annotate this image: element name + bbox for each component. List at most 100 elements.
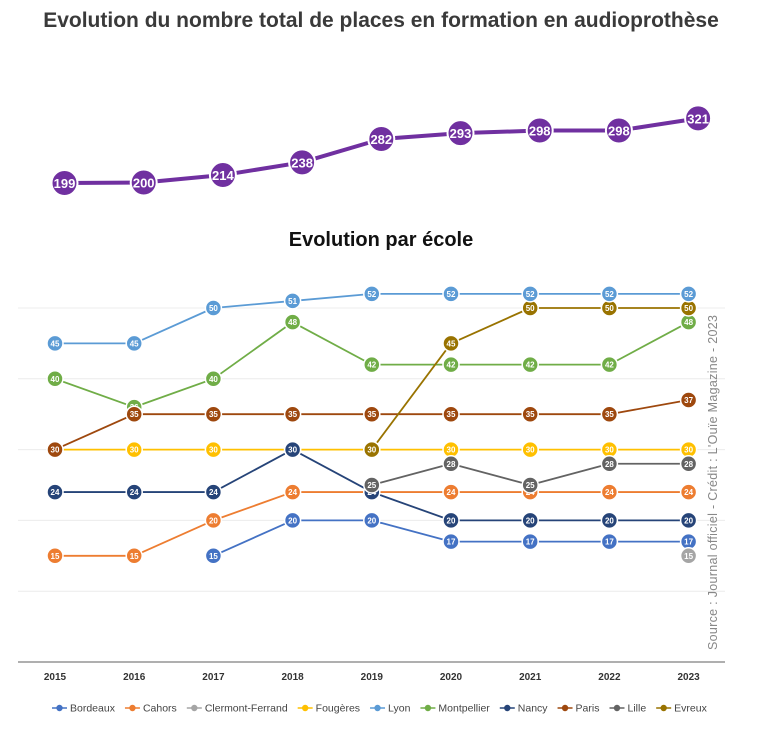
data-point <box>283 483 302 501</box>
x-tick-label: 2017 <box>202 672 225 683</box>
data-point <box>283 292 302 310</box>
legend-swatch-dot <box>301 704 309 712</box>
data-point <box>204 370 223 388</box>
x-tick-label: 2015 <box>44 672 67 683</box>
data-point <box>283 511 302 530</box>
data-point <box>521 405 539 423</box>
data-label: 20 <box>684 516 693 525</box>
x-tick-label: 2016 <box>123 672 146 683</box>
data-point <box>125 334 143 353</box>
data-label: 52 <box>684 290 693 299</box>
data-point <box>204 511 223 530</box>
data-label: 20 <box>209 516 218 525</box>
data-point <box>521 511 539 530</box>
data-label: 35 <box>367 410 376 419</box>
legend-swatch-dot <box>561 704 569 712</box>
data-point <box>442 285 460 303</box>
total-point-label: 200 <box>133 175 155 190</box>
legend-label: Fougères <box>316 703 360 715</box>
data-point <box>283 405 302 423</box>
data-label: 48 <box>288 318 297 327</box>
total-point <box>129 168 158 197</box>
data-point <box>363 476 381 494</box>
data-label: 50 <box>209 304 218 313</box>
data-point <box>600 455 619 473</box>
legend-swatch-dot <box>424 704 432 712</box>
legend-swatch-dot <box>504 704 511 712</box>
data-point <box>363 440 381 459</box>
data-point <box>442 355 460 374</box>
data-label: 42 <box>447 361 456 370</box>
data-label: 24 <box>130 488 139 497</box>
data-label: 30 <box>288 446 297 455</box>
data-label: 35 <box>130 410 139 419</box>
data-point <box>442 455 460 473</box>
legend-label: Nancy <box>518 703 549 715</box>
data-point <box>363 405 381 423</box>
data-point <box>679 391 698 409</box>
data-label: 45 <box>130 339 139 348</box>
data-label: 30 <box>51 446 60 455</box>
data-label: 24 <box>51 488 60 497</box>
data-point <box>363 355 381 374</box>
legend-swatch-dot <box>56 704 63 712</box>
source-note: Source : Journal officiel - Crédit : L'O… <box>706 314 720 650</box>
data-label: 52 <box>367 290 376 299</box>
data-label: 25 <box>367 481 376 490</box>
data-label: 30 <box>447 446 456 455</box>
data-point <box>600 532 619 551</box>
data-label: 30 <box>684 446 693 455</box>
data-label: 17 <box>684 538 693 547</box>
legend-label: Paris <box>576 703 600 715</box>
legend-label: Cahors <box>143 703 177 715</box>
data-label: 24 <box>605 488 614 497</box>
legend-label: Bordeaux <box>70 703 116 715</box>
total-point-label: 238 <box>291 155 313 170</box>
total-point <box>684 104 713 133</box>
data-label: 30 <box>526 446 535 455</box>
data-point <box>442 511 460 530</box>
data-label: 40 <box>209 375 218 384</box>
legend-label: Montpellier <box>438 703 490 715</box>
data-label: 37 <box>684 396 693 405</box>
data-label: 20 <box>605 516 614 525</box>
data-point <box>204 405 223 423</box>
data-point <box>600 511 619 530</box>
total-point <box>208 161 237 190</box>
data-label: 35 <box>288 410 297 419</box>
data-label: 17 <box>526 538 535 547</box>
data-label: 30 <box>605 446 614 455</box>
data-point <box>283 440 302 459</box>
x-axis: 2015 2016 2017 2018 2019 2020 2021 2022 2023 <box>18 661 725 683</box>
total-point-label: 199 <box>54 176 76 191</box>
data-point <box>521 285 539 303</box>
data-point <box>600 483 619 501</box>
legend-label: Lyon <box>388 703 411 715</box>
total-point-label: 214 <box>212 168 234 183</box>
data-point <box>46 370 64 388</box>
data-label: 45 <box>51 339 60 348</box>
school-points: 15 20 20 17 17 17 17 15 15 20 24 24 24 24 24 24 15 30 30 30… <box>46 285 698 565</box>
data-point <box>679 547 698 565</box>
data-point <box>442 532 460 551</box>
data-label: 15 <box>209 552 218 561</box>
data-label: 15 <box>684 552 693 561</box>
total-point-label: 282 <box>370 132 392 147</box>
total-point <box>367 125 396 154</box>
data-point <box>600 405 619 423</box>
data-point <box>442 334 460 353</box>
total-point <box>50 169 79 197</box>
data-label: 42 <box>367 361 376 370</box>
data-label: 28 <box>447 460 456 469</box>
data-label: 50 <box>684 304 693 313</box>
data-point <box>204 483 223 501</box>
total-point <box>604 116 633 145</box>
data-point <box>204 440 223 459</box>
data-point <box>363 285 381 303</box>
data-label: 28 <box>605 460 614 469</box>
total-point-label: 321 <box>687 111 709 126</box>
data-point <box>679 285 698 303</box>
total-point <box>446 119 475 148</box>
data-point <box>521 476 539 494</box>
legend-swatch-dot <box>613 704 621 712</box>
